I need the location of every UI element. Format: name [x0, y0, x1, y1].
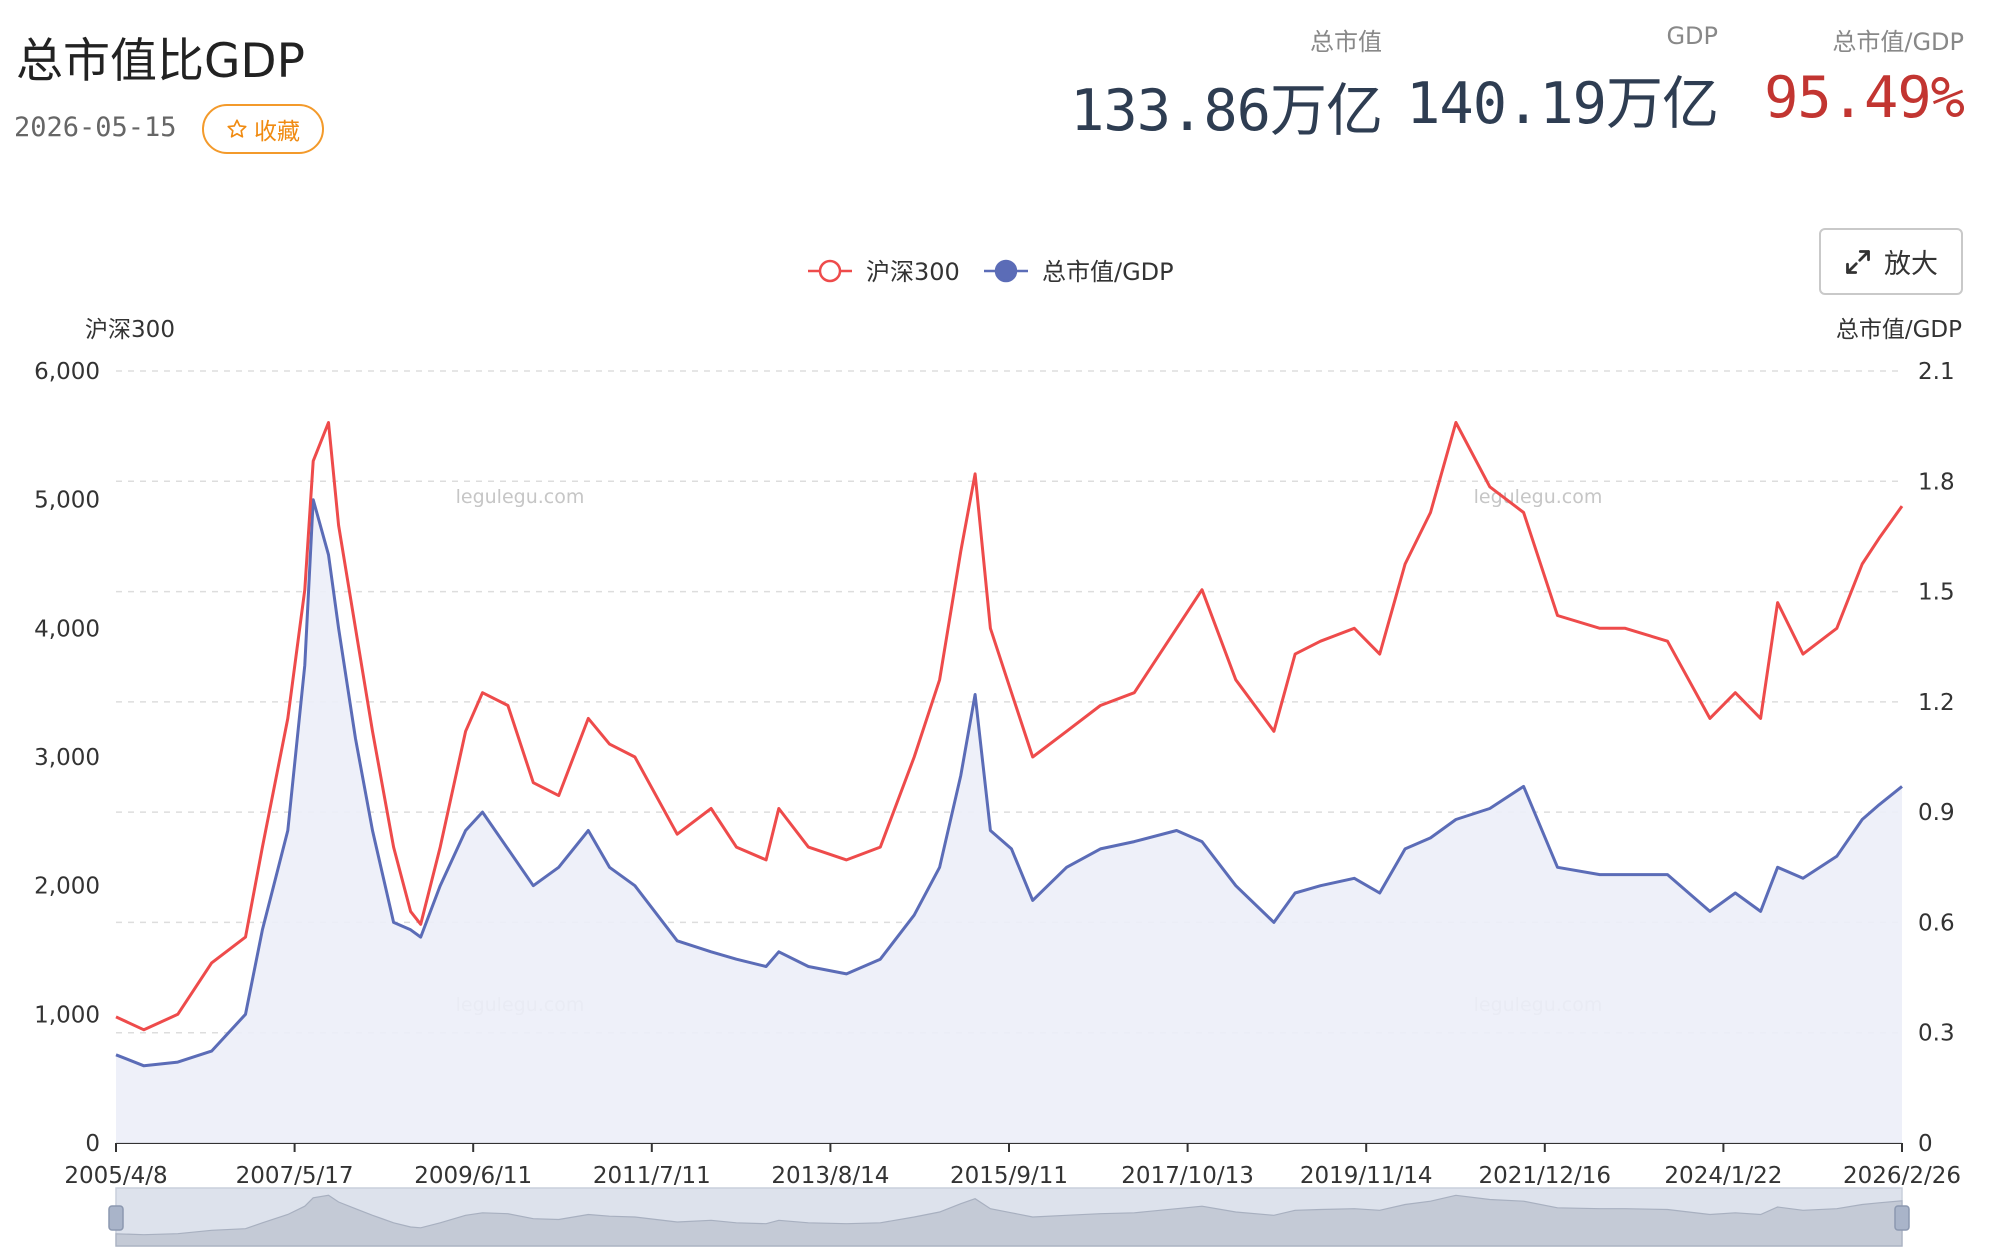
- zoom-slider-preview: [115, 1194, 1903, 1247]
- favorite-button[interactable]: 收藏: [202, 104, 324, 154]
- y-left-tick-label: 2,000: [34, 874, 100, 900]
- y-left-tick-label: 1,000: [34, 1002, 100, 1028]
- y-right-tick-label: 1.8: [1918, 469, 1955, 495]
- ratio-line: [115, 498, 1903, 1068]
- legend-hs300-label: 沪深300: [866, 258, 960, 286]
- legend-hs300-marker[interactable]: [818, 259, 842, 283]
- x-tick-label: 2009/6/11: [414, 1163, 532, 1189]
- y-right-tick-label: 0.6: [1918, 910, 1955, 936]
- market-cap-stat: 总市值 133.86万亿: [1070, 22, 1383, 147]
- x-tick-label: 2005/4/8: [64, 1163, 167, 1189]
- x-tick-label: 2013/8/14: [771, 1163, 889, 1189]
- watermark: legulegu.com: [456, 486, 585, 508]
- y-right-tick-label: 0.3: [1918, 1021, 1955, 1047]
- ratio-area: [116, 499, 1902, 1143]
- market-cap-label: 总市值: [1310, 28, 1382, 56]
- gdp-label: GDP: [1666, 22, 1718, 50]
- x-tick-label: 2021/12/16: [1479, 1163, 1612, 1189]
- legend-ratio-label: 总市值/GDP: [1042, 258, 1174, 286]
- x-tick-label: 2024/1/22: [1664, 1163, 1782, 1189]
- x-tick-label: 2015/9/11: [950, 1163, 1068, 1189]
- page-date: 2026-05-15: [14, 112, 177, 143]
- market-cap-value: 133.86万亿: [1070, 78, 1383, 144]
- y-left-tick-label: 0: [85, 1131, 100, 1157]
- y-right-tick-label: 0: [1918, 1131, 1933, 1157]
- expand-icon: [1846, 249, 1870, 274]
- zoom-handle-right[interactable]: [1894, 1205, 1910, 1231]
- gdp-stat: GDP 140.19万亿: [1406, 22, 1719, 140]
- ratio-stat: 总市值/GDP 95.49%: [1764, 22, 1965, 131]
- y-right-tick-label: 2.1: [1918, 359, 1955, 385]
- zoom-button[interactable]: 放大: [1819, 228, 1963, 295]
- y-right-axis-title: 总市值/GDP: [1836, 317, 1962, 343]
- watermark: legulegu.com: [1474, 486, 1603, 508]
- x-tick-label: 2019/11/14: [1300, 1163, 1433, 1189]
- zoom-label: 放大: [1884, 249, 1938, 280]
- y-right-tick-label: 0.9: [1918, 800, 1955, 826]
- y-left-tick-label: 6,000: [34, 359, 100, 385]
- gdp-value: 140.19万亿: [1406, 71, 1719, 137]
- y-left-axis-title: 沪深300: [85, 317, 175, 343]
- y-left-tick-label: 3,000: [34, 745, 100, 771]
- ratio-label: 总市值/GDP: [1832, 28, 1964, 56]
- y-right-tick-label: 1.5: [1918, 580, 1955, 606]
- x-tick-label: 2007/5/17: [236, 1163, 354, 1189]
- zoom-handle-left[interactable]: [108, 1205, 124, 1231]
- y-right-tick-label: 1.2: [1918, 690, 1955, 716]
- star-icon: [227, 119, 247, 138]
- y-left-tick-label: 4,000: [34, 616, 100, 642]
- x-tick-label: 2017/10/13: [1121, 1163, 1254, 1189]
- hs300-line: [115, 421, 1904, 1032]
- x-tick-label: 2011/7/11: [593, 1163, 711, 1189]
- page-title: 总市值比GDP: [16, 34, 305, 89]
- favorite-label: 收藏: [254, 119, 300, 145]
- ratio-value: 95.49%: [1764, 65, 1965, 131]
- y-left-tick-label: 5,000: [34, 488, 100, 514]
- x-tick-label: 2026/2/26: [1843, 1163, 1961, 1189]
- legend-ratio-marker[interactable]: [994, 259, 1018, 283]
